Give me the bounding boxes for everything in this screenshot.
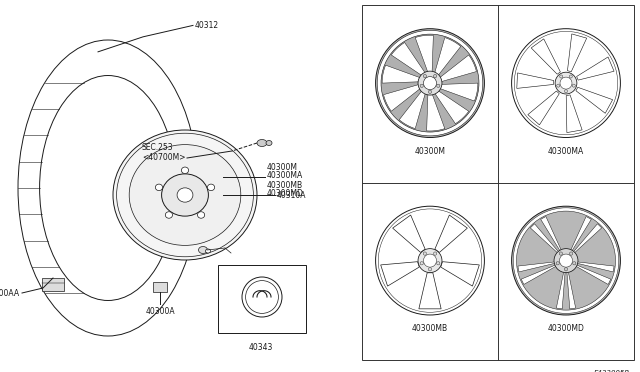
Ellipse shape — [181, 167, 189, 174]
Circle shape — [557, 84, 560, 87]
Ellipse shape — [257, 140, 267, 147]
Polygon shape — [438, 83, 478, 101]
Ellipse shape — [165, 212, 173, 218]
Circle shape — [513, 208, 619, 313]
Circle shape — [428, 90, 431, 93]
Circle shape — [511, 206, 620, 315]
Circle shape — [420, 84, 423, 87]
Circle shape — [564, 268, 568, 271]
Circle shape — [556, 262, 559, 265]
Text: 40300MD: 40300MD — [267, 189, 304, 199]
Polygon shape — [415, 35, 433, 74]
Text: 40343: 40343 — [249, 343, 273, 352]
Text: 40300MD: 40300MD — [548, 324, 584, 333]
Polygon shape — [435, 38, 461, 77]
Polygon shape — [577, 262, 614, 272]
Polygon shape — [573, 224, 602, 253]
Polygon shape — [382, 65, 422, 83]
Polygon shape — [434, 90, 468, 124]
Ellipse shape — [198, 247, 207, 253]
Text: 40300AA: 40300AA — [0, 289, 20, 298]
Text: 40310A: 40310A — [277, 190, 307, 199]
Circle shape — [560, 77, 572, 89]
Circle shape — [555, 72, 577, 94]
Text: SEC.253: SEC.253 — [142, 144, 173, 153]
Text: 40312: 40312 — [195, 21, 219, 30]
Circle shape — [428, 268, 431, 271]
Circle shape — [418, 71, 442, 95]
Bar — [362, 5, 634, 360]
Ellipse shape — [161, 174, 209, 216]
Text: E433005R: E433005R — [594, 370, 630, 372]
Polygon shape — [531, 224, 559, 253]
Polygon shape — [399, 90, 426, 129]
Ellipse shape — [205, 249, 211, 253]
Circle shape — [559, 252, 563, 255]
Ellipse shape — [177, 188, 193, 202]
Bar — [218, 265, 306, 333]
Circle shape — [424, 77, 436, 90]
Circle shape — [554, 248, 578, 273]
Polygon shape — [521, 265, 556, 285]
Circle shape — [511, 29, 620, 138]
Circle shape — [418, 248, 442, 273]
Circle shape — [423, 252, 426, 255]
Text: 40300A: 40300A — [145, 307, 175, 316]
Text: 40300M: 40300M — [415, 147, 445, 155]
Ellipse shape — [156, 184, 163, 190]
Bar — [42, 278, 64, 291]
Circle shape — [516, 211, 616, 310]
Text: 40300MB: 40300MB — [267, 180, 303, 189]
Polygon shape — [567, 272, 575, 309]
Circle shape — [377, 31, 483, 136]
Circle shape — [376, 206, 484, 315]
Circle shape — [560, 75, 563, 78]
Circle shape — [376, 29, 484, 138]
Polygon shape — [427, 93, 445, 131]
Text: <40700M>: <40700M> — [142, 153, 186, 161]
Ellipse shape — [266, 141, 272, 145]
Bar — [153, 282, 167, 292]
Circle shape — [436, 262, 440, 265]
Circle shape — [572, 84, 575, 87]
Ellipse shape — [129, 145, 241, 246]
Circle shape — [569, 75, 572, 78]
Circle shape — [433, 74, 436, 78]
Text: 40300MB: 40300MB — [412, 324, 448, 333]
Circle shape — [559, 254, 573, 267]
Polygon shape — [518, 262, 555, 272]
Circle shape — [564, 90, 568, 93]
Polygon shape — [438, 55, 476, 82]
Polygon shape — [576, 265, 611, 285]
Text: 40300MA: 40300MA — [267, 171, 303, 180]
Text: 40300MA: 40300MA — [548, 147, 584, 155]
Ellipse shape — [198, 212, 205, 218]
Circle shape — [381, 34, 479, 132]
Ellipse shape — [113, 130, 257, 260]
Text: 40300M: 40300M — [267, 163, 298, 171]
Circle shape — [436, 84, 440, 87]
Circle shape — [433, 252, 436, 255]
Circle shape — [420, 262, 423, 265]
Circle shape — [424, 254, 436, 267]
Polygon shape — [556, 272, 565, 309]
Circle shape — [570, 252, 573, 255]
Circle shape — [423, 74, 426, 78]
Circle shape — [573, 262, 576, 265]
Polygon shape — [541, 217, 561, 251]
Polygon shape — [571, 217, 591, 251]
Polygon shape — [391, 42, 426, 76]
Ellipse shape — [207, 184, 214, 190]
Polygon shape — [383, 84, 421, 111]
